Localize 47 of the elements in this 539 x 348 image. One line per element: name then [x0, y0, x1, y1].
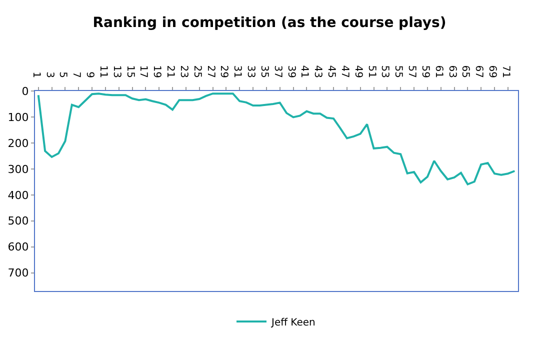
x-tick-label: 43	[312, 65, 324, 78]
x-tick-label: 39	[285, 65, 296, 78]
x-tick-label: 29	[218, 65, 230, 78]
x-tick-label: 9	[84, 72, 96, 78]
x-tick-label: 59	[419, 65, 430, 78]
x-tick-label: 27	[204, 65, 216, 78]
y-tick-label: 400	[8, 188, 29, 202]
x-tick-label: 11	[97, 65, 108, 78]
chart-title: Ranking in competition (as the course plays)	[92, 15, 446, 32]
x-tick-label: 13	[110, 65, 122, 78]
x-tick-label: 57	[406, 65, 418, 78]
x-tick-label: 61	[432, 65, 444, 78]
x-tick-label: 31	[232, 65, 243, 78]
x-tick-label: 5	[57, 72, 68, 78]
x-tick-label: 1	[30, 72, 42, 78]
x-tick-label: 69	[486, 65, 498, 78]
x-tick-label: 47	[338, 65, 350, 78]
x-tick-label: 7	[70, 72, 82, 78]
y-tick-label: 0	[22, 84, 29, 98]
x-tick-label: 19	[151, 65, 162, 78]
legend-label: Jeff Keen	[270, 317, 316, 328]
line-series	[37, 92, 516, 186]
x-tick-label: 53	[379, 65, 390, 78]
x-tick-label: 15	[124, 65, 136, 78]
y-tick-label: 600	[8, 240, 29, 254]
y-tick-label: 100	[8, 110, 29, 124]
x-tick-label: 23	[178, 65, 189, 78]
x-tick-label: 63	[446, 65, 458, 78]
x-tick-label: 49	[352, 65, 364, 78]
x-tick-label: 41	[298, 65, 310, 78]
x-tick-label: 33	[245, 65, 256, 78]
x-tick-label: 25	[191, 65, 202, 78]
x-tick-label: 21	[164, 65, 176, 78]
y-tick-label: 700	[8, 266, 29, 280]
x-tick-label: 35	[258, 65, 270, 78]
x-tick-label: 37	[272, 65, 283, 78]
x-tick-label: 67	[473, 65, 484, 78]
x-tick-label: 3	[44, 72, 55, 78]
x-tick-label: 55	[392, 65, 404, 78]
x-tick-label: 17	[138, 65, 149, 78]
x-tick-label: 65	[460, 65, 471, 78]
y-tick-label: 200	[8, 136, 29, 150]
x-tick-label: 45	[326, 65, 337, 78]
y-tick-label: 300	[8, 162, 29, 176]
x-tick-label: 71	[500, 65, 511, 78]
y-tick-label: 500	[8, 214, 29, 228]
x-tick-label: 51	[366, 65, 377, 78]
